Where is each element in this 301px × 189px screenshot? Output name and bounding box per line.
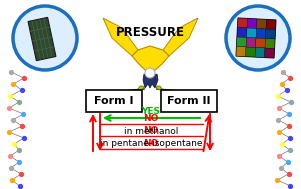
Polygon shape [265,39,275,49]
Polygon shape [236,46,246,57]
Text: NO: NO [143,126,159,135]
Polygon shape [255,47,265,57]
Polygon shape [246,37,256,47]
Circle shape [145,68,155,78]
Polygon shape [237,28,247,37]
Circle shape [13,6,77,70]
Circle shape [226,6,290,70]
Polygon shape [256,38,265,48]
Polygon shape [246,47,256,57]
Text: YES: YES [141,107,160,116]
Polygon shape [247,19,257,29]
Polygon shape [163,18,198,56]
Polygon shape [237,37,247,47]
Polygon shape [28,17,56,61]
Text: in pentane-isopentane: in pentane-isopentane [100,139,202,148]
Text: PRESSURE: PRESSURE [116,26,185,40]
Polygon shape [247,28,256,38]
Text: NO: NO [143,114,159,123]
Text: NO: NO [143,139,159,148]
Polygon shape [143,74,158,88]
Polygon shape [256,29,266,39]
Polygon shape [265,29,275,39]
Polygon shape [236,18,276,58]
Polygon shape [256,19,266,29]
Polygon shape [103,18,138,56]
FancyBboxPatch shape [86,90,142,112]
Polygon shape [156,86,162,90]
Text: Form I: Form I [94,96,134,106]
Polygon shape [265,48,275,58]
Text: in methanol: in methanol [124,127,178,136]
FancyBboxPatch shape [161,90,217,112]
Text: Form II: Form II [167,96,211,106]
Polygon shape [132,46,169,76]
Polygon shape [237,18,247,28]
Polygon shape [266,19,276,29]
Polygon shape [138,86,144,90]
